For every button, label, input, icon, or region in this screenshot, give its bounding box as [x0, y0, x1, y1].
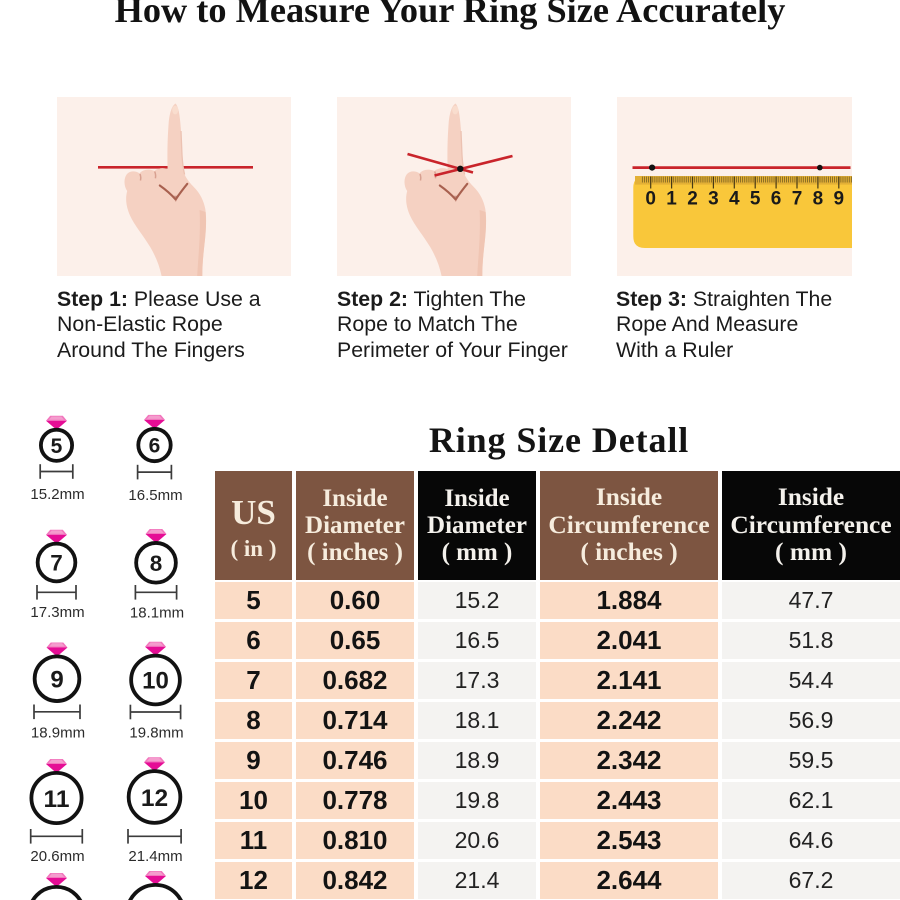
- svg-text:9: 9: [834, 189, 845, 210]
- svg-text:16.5mm: 16.5mm: [128, 487, 182, 504]
- svg-text:0: 0: [645, 189, 656, 210]
- svg-text:20.6mm: 20.6mm: [30, 848, 84, 865]
- svg-text:21.4mm: 21.4mm: [128, 848, 182, 865]
- svg-text:4: 4: [729, 189, 740, 210]
- svg-text:8: 8: [150, 551, 163, 576]
- svg-text:5: 5: [750, 189, 761, 210]
- svg-text:18.9mm: 18.9mm: [31, 725, 85, 742]
- svg-text:3: 3: [708, 189, 719, 210]
- svg-text:17.3mm: 17.3mm: [30, 604, 84, 621]
- svg-text:6: 6: [149, 435, 161, 458]
- svg-text:12: 12: [141, 785, 168, 812]
- svg-text:1: 1: [666, 189, 677, 210]
- svg-text:7: 7: [792, 189, 803, 210]
- svg-text:10: 10: [142, 668, 169, 695]
- svg-text:15.2mm: 15.2mm: [30, 486, 84, 503]
- svg-text:2: 2: [687, 189, 698, 210]
- svg-text:6: 6: [771, 189, 782, 210]
- svg-text:5: 5: [51, 435, 63, 458]
- svg-text:19.8mm: 19.8mm: [129, 725, 183, 742]
- svg-text:9: 9: [50, 666, 63, 693]
- svg-text:11: 11: [44, 786, 70, 813]
- svg-text:8: 8: [813, 189, 824, 210]
- svg-text:7: 7: [50, 551, 63, 576]
- svg-text:18.1mm: 18.1mm: [130, 605, 184, 622]
